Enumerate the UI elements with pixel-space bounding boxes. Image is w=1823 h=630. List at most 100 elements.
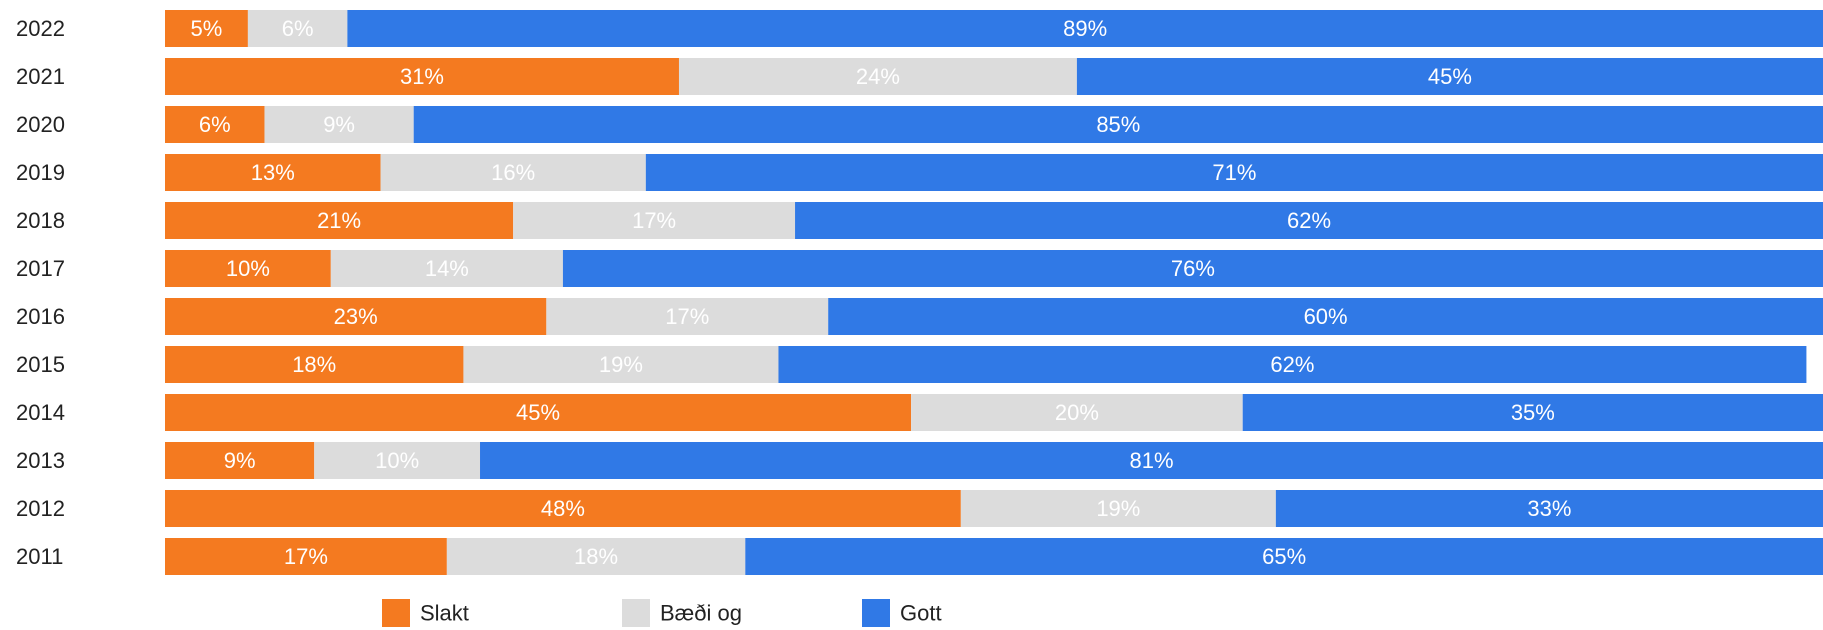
- year-label-2018: 2018: [16, 208, 65, 233]
- bar-segment-gott-2018: [795, 202, 1823, 239]
- legend-item: Bæði og: [622, 599, 742, 627]
- bar-segment-gott-2022: [347, 10, 1823, 47]
- year-label-2014: 2014: [16, 400, 65, 425]
- bar-row-2018: 21% 17% 62%: [165, 202, 1823, 239]
- bar-segment-b-i-og-2013: [314, 442, 481, 479]
- data-label: 5%: [191, 16, 223, 41]
- year-label-2011: 2011: [16, 544, 63, 569]
- bar-row-2019: 13% 16% 71%: [165, 154, 1823, 191]
- data-label: 21%: [317, 208, 361, 233]
- data-label: 10%: [226, 256, 270, 281]
- bar-segment-gott-2014: [1242, 394, 1823, 431]
- bar-row-2012: 48% 19% 33%: [165, 490, 1823, 527]
- data-label: 17%: [632, 208, 676, 233]
- bar-segment-gott-2011: [745, 538, 1823, 575]
- year-label-2016: 2016: [16, 304, 65, 329]
- legend-label: Slakt: [420, 601, 469, 626]
- data-label: 18%: [292, 352, 336, 377]
- data-label: 62%: [1287, 208, 1331, 233]
- legend-label: Bæði og: [660, 601, 742, 626]
- bar-segment-b-i-og-2011: [446, 538, 746, 575]
- bar-segment-b-i-og-2016: [546, 298, 829, 335]
- legend-swatch: [862, 599, 890, 627]
- bar-segment-gott-2015: [778, 346, 1807, 383]
- year-label-2019: 2019: [16, 160, 65, 185]
- data-label: 33%: [1527, 496, 1571, 521]
- year-labels: 2022 2021 2020 2019 2018 2017 2016 2015 2014 2013…: [16, 16, 65, 569]
- data-label: 19%: [599, 352, 643, 377]
- data-label: 24%: [856, 64, 900, 89]
- data-label: 45%: [516, 400, 560, 425]
- bar-row-2020: 6% 9% 85%: [165, 106, 1823, 143]
- bar-segment-b-i-og-2021: [678, 58, 1077, 95]
- bar-row-2017: 10% 14% 76%: [165, 250, 1823, 287]
- bar-segment-gott-2012: [1275, 490, 1823, 527]
- data-label: 65%: [1262, 544, 1306, 569]
- bar-segment-b-i-og-2012: [960, 490, 1276, 527]
- data-label: 45%: [1428, 64, 1472, 89]
- data-label: 85%: [1096, 112, 1140, 137]
- data-label: 76%: [1171, 256, 1215, 281]
- bar-segment-b-i-og-2022: [247, 10, 348, 47]
- data-label: 9%: [224, 448, 256, 473]
- data-label: 62%: [1270, 352, 1314, 377]
- bar-segment-b-i-og-2017: [330, 250, 563, 287]
- data-label: 19%: [1096, 496, 1140, 521]
- data-label: 31%: [400, 64, 444, 89]
- data-label: 9%: [323, 112, 355, 137]
- data-label: 17%: [665, 304, 709, 329]
- year-label-2022: 2022: [16, 16, 65, 41]
- data-label: 71%: [1212, 160, 1256, 185]
- bar-segment-gott-2019: [645, 154, 1823, 191]
- legend-swatch: [382, 599, 410, 627]
- year-label-2017: 2017: [16, 256, 65, 281]
- bar-row-2022: 5% 6% 89%: [165, 10, 1823, 47]
- bar-segment-gott-2017: [562, 250, 1823, 287]
- bar-row-2011: 17% 18% 65%: [165, 538, 1823, 575]
- data-label: 16%: [491, 160, 535, 185]
- bar-segment-slakt-2015: [165, 346, 464, 383]
- legend: Slakt Bæði og Gott: [382, 599, 942, 627]
- data-label: 10%: [375, 448, 419, 473]
- bar-segment-slakt-2018: [165, 202, 514, 239]
- data-label: 89%: [1063, 16, 1107, 41]
- year-label-2020: 2020: [16, 112, 65, 137]
- bar-segment-slakt-2022: [165, 10, 248, 47]
- legend-swatch: [622, 599, 650, 627]
- bar-row-2013: 9% 10% 81%: [165, 442, 1823, 479]
- bar-segment-b-i-og-2020: [264, 106, 414, 143]
- data-label: 14%: [425, 256, 469, 281]
- bar-segment-gott-2016: [828, 298, 1823, 335]
- legend-label: Gott: [900, 601, 942, 626]
- bar-segment-slakt-2016: [165, 298, 547, 335]
- bar-segment-slakt-2019: [165, 154, 381, 191]
- year-label-2012: 2012: [16, 496, 65, 521]
- year-label-2013: 2013: [16, 448, 65, 473]
- data-label: 20%: [1055, 400, 1099, 425]
- data-label: 81%: [1129, 448, 1173, 473]
- data-label: 13%: [251, 160, 295, 185]
- bar-segment-slakt-2017: [165, 250, 331, 287]
- data-label: 6%: [199, 112, 231, 137]
- bar-row-2016: 23% 17% 60%: [165, 298, 1823, 335]
- bar-segment-gott-2020: [413, 106, 1823, 143]
- legend-item: Gott: [862, 599, 942, 627]
- bar-segment-slakt-2014: [165, 394, 912, 431]
- bar-row-2021: 31% 24% 45%: [165, 58, 1823, 95]
- data-label: 17%: [284, 544, 328, 569]
- year-label-2015: 2015: [16, 352, 65, 377]
- bar-segment-slakt-2013: [165, 442, 315, 479]
- bar-segment-b-i-og-2015: [463, 346, 779, 383]
- bars: 5% 6% 89% 31% 24% 45% 6% 9% 85% 13% 16% 71% 21% 17% 62…: [165, 10, 1823, 575]
- bar-segment-b-i-og-2014: [911, 394, 1243, 431]
- bar-row-2015: 18% 19% 62%: [165, 346, 1807, 383]
- data-label: 60%: [1304, 304, 1348, 329]
- data-label: 6%: [282, 16, 314, 41]
- legend-item: Slakt: [382, 599, 469, 627]
- bar-segment-gott-2013: [480, 442, 1823, 479]
- bar-segment-slakt-2021: [165, 58, 679, 95]
- data-label: 18%: [574, 544, 618, 569]
- bar-segment-slakt-2011: [165, 538, 447, 575]
- bar-segment-b-i-og-2018: [513, 202, 796, 239]
